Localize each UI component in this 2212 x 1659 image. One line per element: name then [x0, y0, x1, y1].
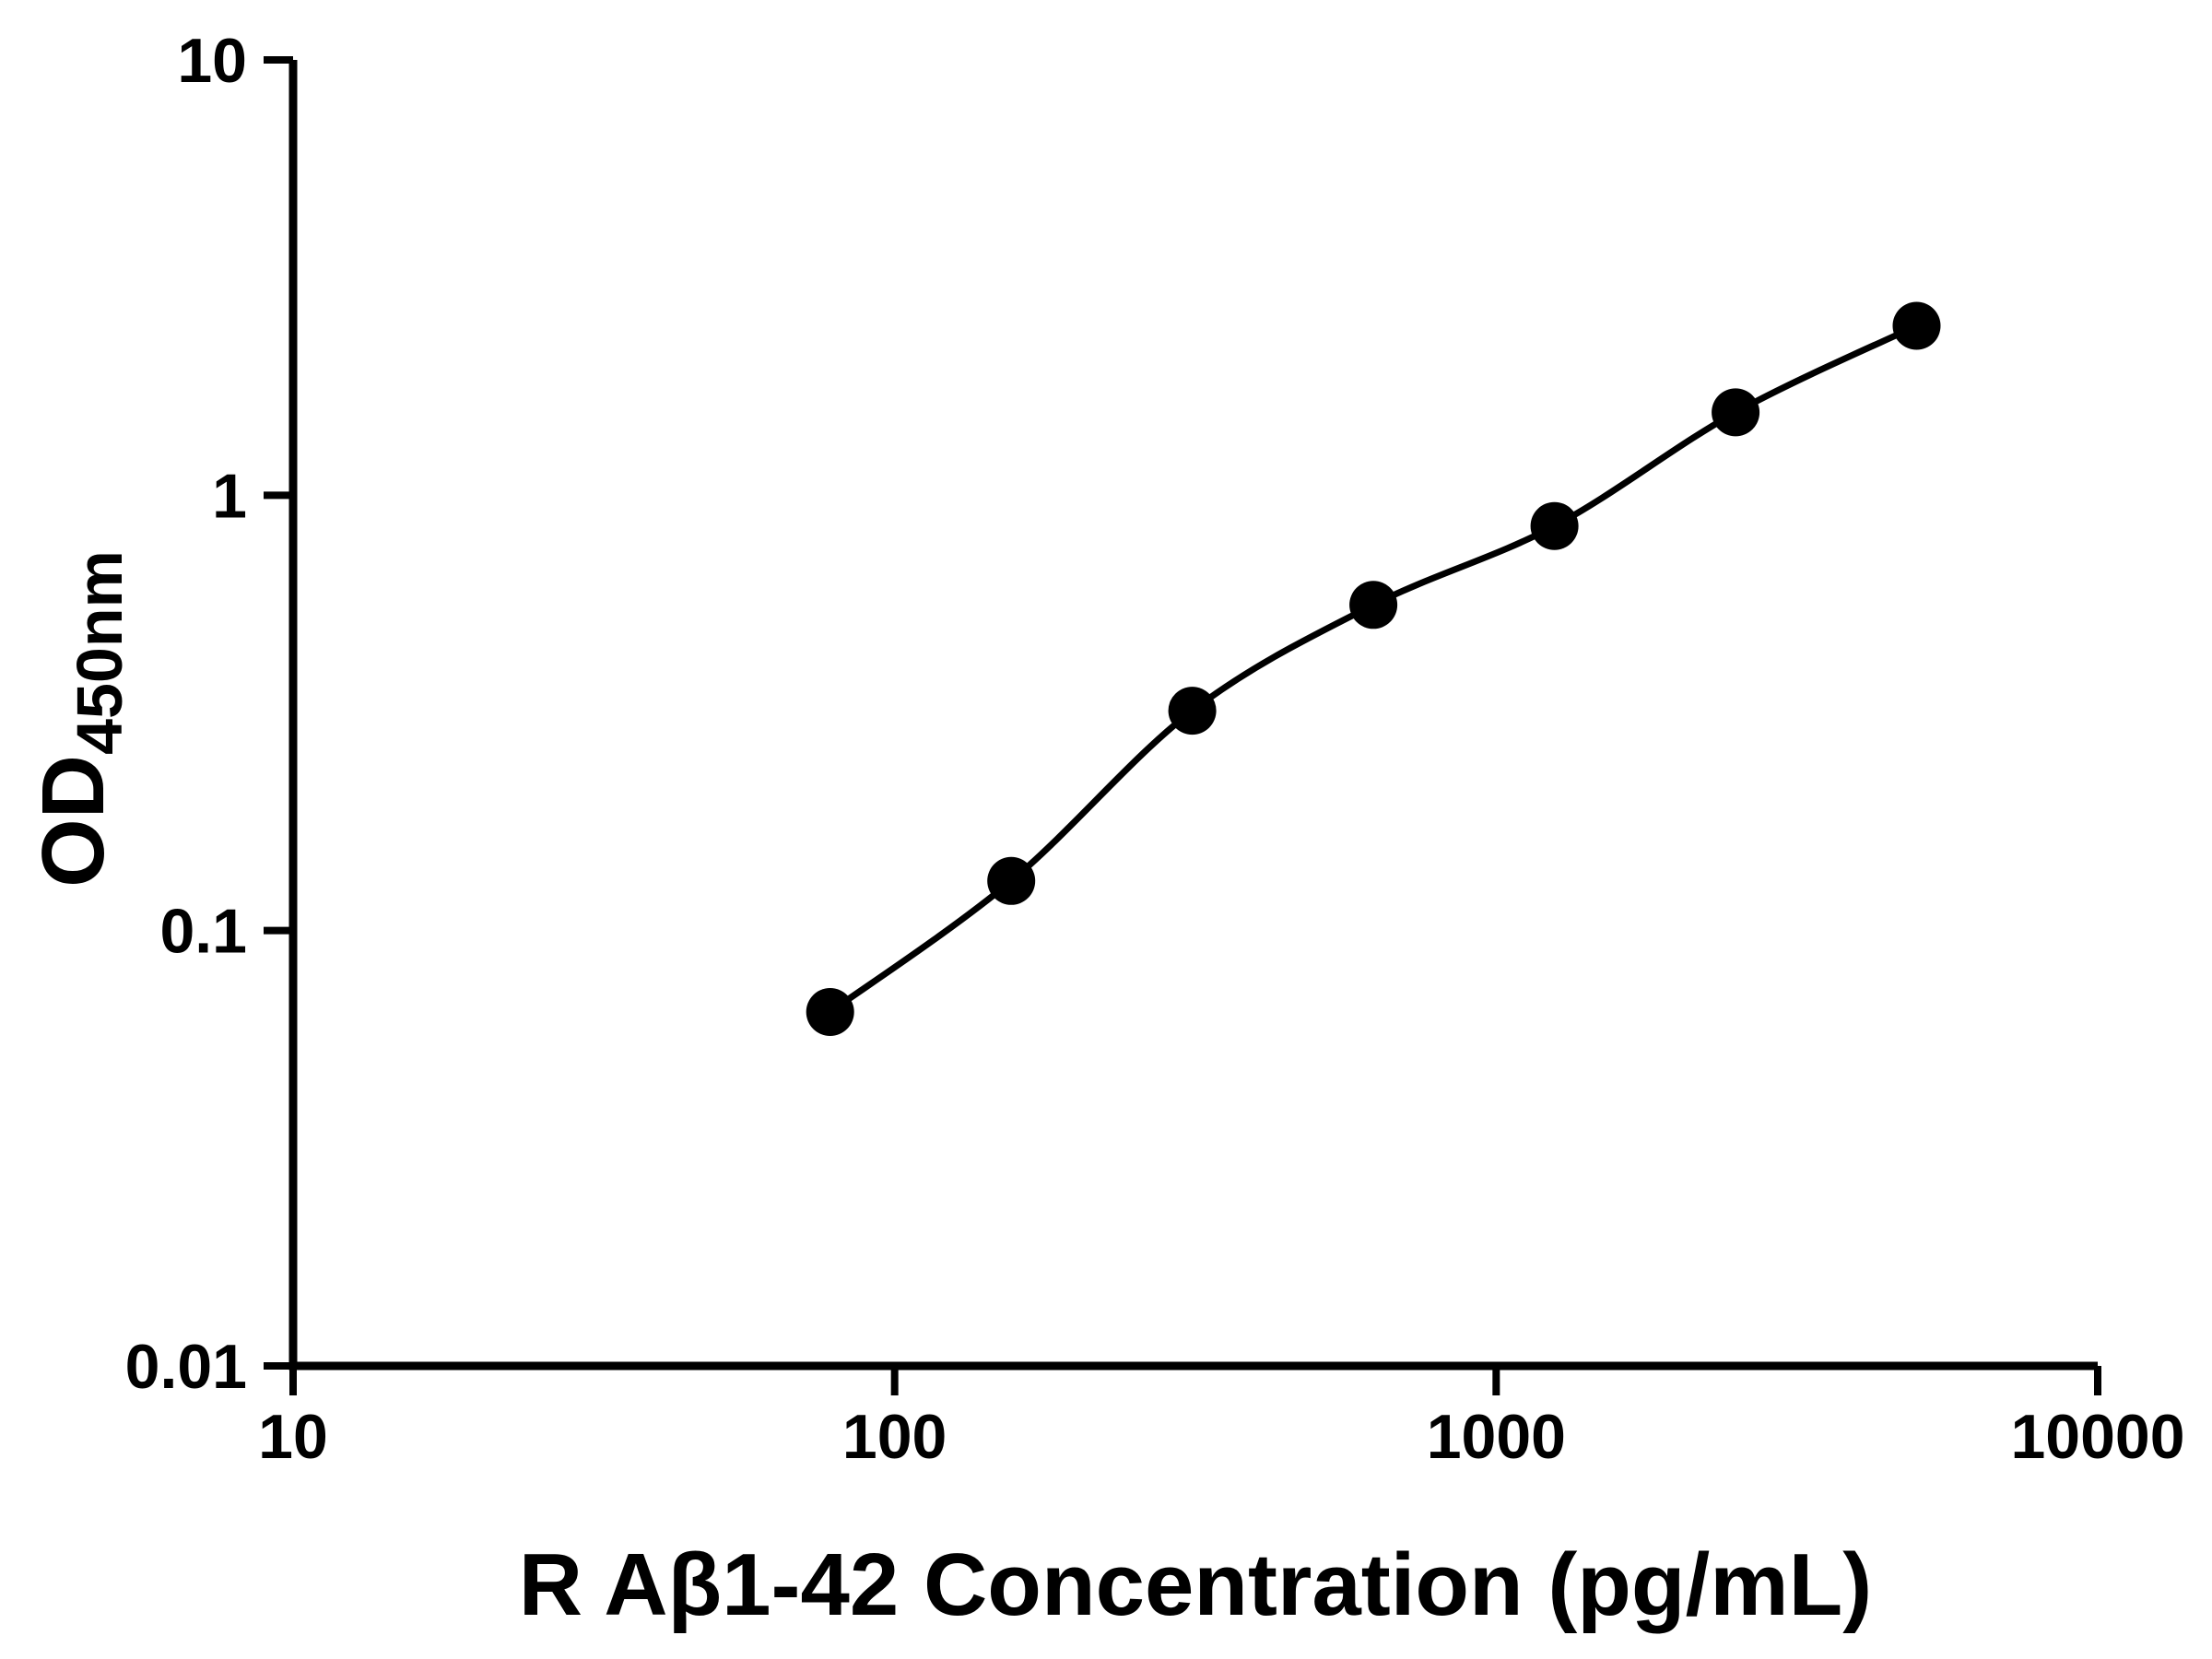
x-tick-label: 10000: [2010, 1402, 2184, 1472]
data-point: [1530, 501, 1579, 550]
x-axis-title: R Aβ1-42 Concentration (pg/mL): [519, 1535, 1872, 1634]
data-point: [1712, 388, 1760, 437]
data-point: [1892, 301, 1941, 350]
y-axis-title: OD450nm: [24, 550, 135, 888]
x-tick-label: 100: [842, 1402, 947, 1472]
y-tick-label: 0.01: [125, 1332, 247, 1402]
axis-ticks: [264, 56, 2101, 1395]
data-point: [806, 988, 854, 1036]
axes: [288, 60, 2098, 1371]
fit-curve: [828, 323, 1919, 1015]
y-axis-title-main: OD: [24, 755, 123, 888]
data-point: [1349, 581, 1398, 629]
y-tick-label: 1: [212, 461, 247, 531]
x-tick-label: 1000: [1427, 1402, 1566, 1472]
series-group: [806, 301, 1941, 1036]
x-tick-label: 10: [258, 1402, 328, 1472]
data-point: [987, 856, 1036, 905]
y-axis-title-subscript: 450nm: [64, 550, 135, 755]
y-tick-label: 10: [177, 26, 247, 96]
data-point: [1168, 687, 1217, 735]
axis-tick-labels: 10 100 1000 10000 0.01 0.1 1 10: [125, 26, 2185, 1472]
y-tick-label: 0.1: [159, 897, 247, 967]
